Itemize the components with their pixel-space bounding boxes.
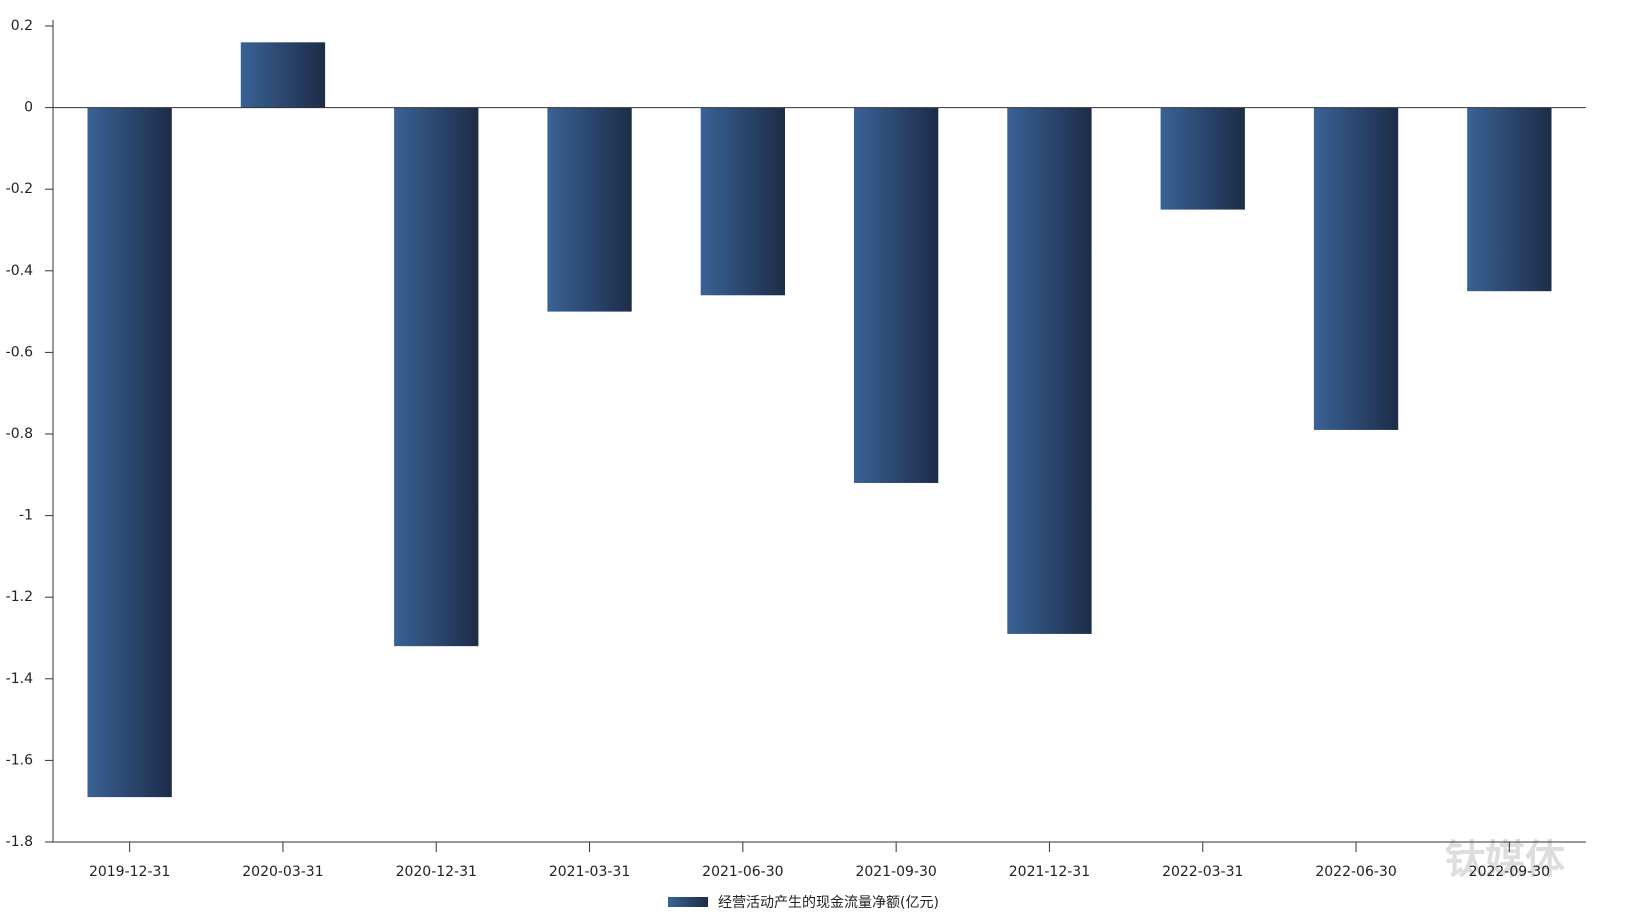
x-tick-label: 2022-06-30 xyxy=(1315,864,1396,880)
x-tick-label: 2019-12-31 xyxy=(89,864,170,880)
legend-swatch xyxy=(668,897,708,907)
bar xyxy=(394,107,479,647)
x-tick-label: 2020-03-31 xyxy=(242,864,323,880)
y-tick-label: -1.2 xyxy=(6,589,33,605)
y-tick-label: -0.4 xyxy=(6,263,33,279)
x-tick-label: 2021-03-31 xyxy=(549,864,630,880)
x-tick-label: 2022-09-30 xyxy=(1469,864,1550,880)
bar xyxy=(853,107,939,483)
x-tick-label: 2021-12-31 xyxy=(1009,864,1090,880)
bar xyxy=(700,107,786,296)
bar xyxy=(87,107,172,798)
y-tick-label: -0.8 xyxy=(6,426,33,442)
bar xyxy=(1313,107,1399,430)
y-tick-label: -1.6 xyxy=(6,752,33,768)
y-tick-label: -1 xyxy=(19,508,33,524)
y-tick-label: 0.2 xyxy=(11,18,33,34)
x-tick-label: 2020-12-31 xyxy=(396,864,477,880)
y-tick-label: 0 xyxy=(24,100,33,116)
y-tick-label: -1.4 xyxy=(6,671,33,687)
y-tick-label: -0.2 xyxy=(6,181,33,197)
bar xyxy=(1007,107,1092,634)
x-tick-label: 2022-03-31 xyxy=(1162,864,1243,880)
bar xyxy=(1467,107,1552,292)
y-tick-label: -1.8 xyxy=(6,834,33,850)
legend-label: 经营活动产生的现金流量净额(亿元) xyxy=(718,895,939,911)
watermark: 钛媒体 xyxy=(1445,837,1565,883)
bar xyxy=(547,107,632,312)
x-tick-label: 2021-09-30 xyxy=(855,864,936,880)
x-tick-label: 2021-06-30 xyxy=(702,864,783,880)
y-tick-label: -0.6 xyxy=(6,344,33,360)
bar xyxy=(240,42,326,108)
bar xyxy=(1160,107,1245,210)
